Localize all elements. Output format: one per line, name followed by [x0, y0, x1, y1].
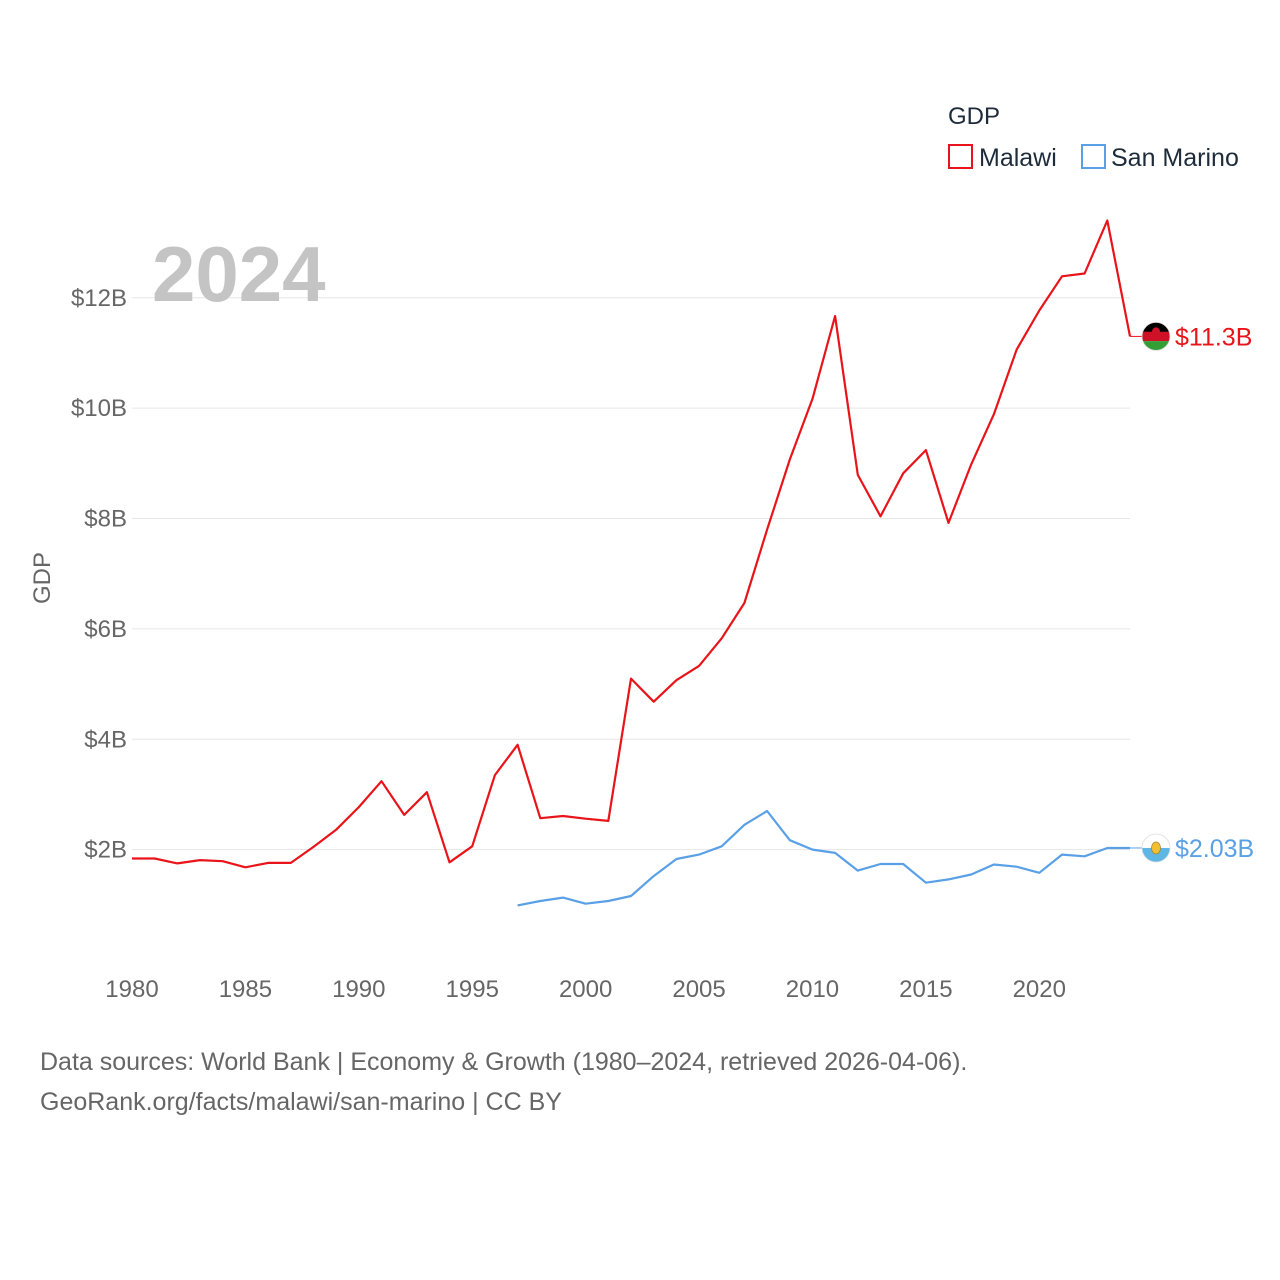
- series-end-markers: $11.3B $2.03B: [1130, 322, 1254, 863]
- x-tick-label: 2020: [1013, 976, 1066, 1003]
- legend-item-san-marino[interactable]: San Marino: [1081, 144, 1239, 172]
- legend-label-malawi: Malawi: [979, 144, 1057, 172]
- malawi-flag-icon: [1141, 322, 1171, 351]
- x-tick-label: 2005: [672, 976, 725, 1003]
- y-tick-label: $2B: [84, 837, 127, 864]
- x-tick-label: 1980: [105, 976, 158, 1003]
- legend-swatch-san-marino: [1081, 144, 1106, 169]
- legend-label-san-marino: San Marino: [1111, 144, 1239, 172]
- year-label: 2024: [152, 230, 326, 318]
- legend-swatch-malawi: [948, 144, 973, 169]
- legend-item-malawi[interactable]: Malawi: [948, 144, 1057, 172]
- x-tick-label: 1995: [446, 976, 499, 1003]
- x-tick-label: 1985: [219, 976, 272, 1003]
- x-tick-label: 2015: [899, 976, 952, 1003]
- y-tick-label: $8B: [84, 506, 127, 533]
- source-line-2[interactable]: GeoRank.org/facts/malawi/san-marino | CC…: [40, 1088, 562, 1116]
- y-tick-label: $4B: [84, 726, 127, 753]
- x-axis-ticks: 1980 1985 1990 1995 2000 2005 2010 2015 2020: [105, 976, 1066, 1003]
- series-line-malawi[interactable]: [132, 219, 1132, 869]
- y-axis-title: GDP: [29, 552, 56, 604]
- legend[interactable]: GDP Malawi San Marino: [948, 103, 1239, 172]
- grid-lines: [132, 297, 1130, 851]
- san-marino-flag-icon: [1141, 833, 1171, 863]
- y-tick-label: $12B: [71, 285, 127, 312]
- y-axis-ticks: $2B $4B $6B $8B $10B $12B: [71, 285, 127, 864]
- y-tick-label: $6B: [84, 616, 127, 643]
- x-tick-label: 2010: [786, 976, 839, 1003]
- y-tick-label: $10B: [71, 395, 127, 422]
- end-value-label-malawi: $11.3B: [1175, 323, 1252, 351]
- legend-title: GDP: [948, 103, 1000, 130]
- series-line-san-marino[interactable]: [517, 809, 1130, 907]
- series-lines: [132, 219, 1132, 907]
- data-source-note: Data sources: World Bank | Economy & Gro…: [40, 1042, 967, 1122]
- x-tick-label: 1990: [332, 976, 385, 1003]
- x-tick-label: 2000: [559, 976, 612, 1003]
- end-value-label-san-marino: $2.03B: [1175, 835, 1254, 863]
- source-line-1: Data sources: World Bank | Economy & Gro…: [40, 1048, 968, 1076]
